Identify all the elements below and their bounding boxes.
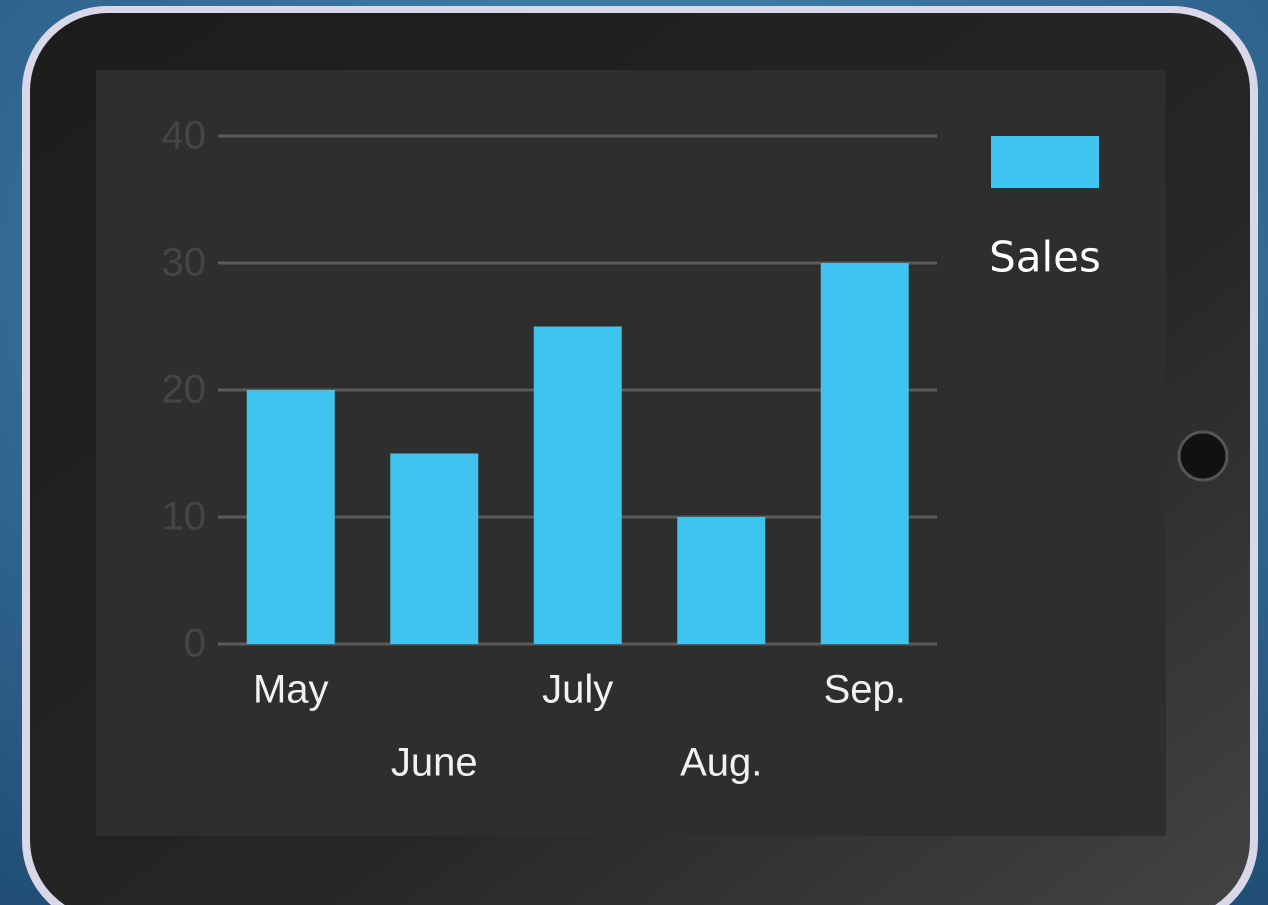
y-tick-label: 30	[162, 241, 207, 285]
legend-label: Sales	[989, 233, 1101, 282]
bar	[247, 390, 335, 644]
x-tick-label: May	[253, 668, 329, 712]
legend-swatch	[991, 136, 1099, 188]
x-tick-label: June	[391, 741, 478, 785]
y-tick-label: 40	[162, 114, 207, 158]
y-tick-label: 10	[162, 495, 207, 539]
home-button	[1179, 432, 1227, 480]
bar	[821, 263, 909, 644]
bar	[677, 517, 765, 644]
bar	[534, 327, 622, 645]
x-tick-label: July	[542, 668, 613, 712]
y-tick-label: 20	[162, 368, 207, 412]
y-tick-label: 0	[184, 622, 206, 666]
bar	[390, 454, 478, 645]
chart: 0 10 20 30 40 May June July Aug. Sep. Sales	[0, 0, 1268, 905]
x-tick-label: Aug.	[680, 741, 762, 785]
page: 010203040MayJuneJulyAug.Sep.Sales (() =>…	[0, 0, 1268, 905]
x-tick-label: Sep.	[824, 668, 906, 712]
